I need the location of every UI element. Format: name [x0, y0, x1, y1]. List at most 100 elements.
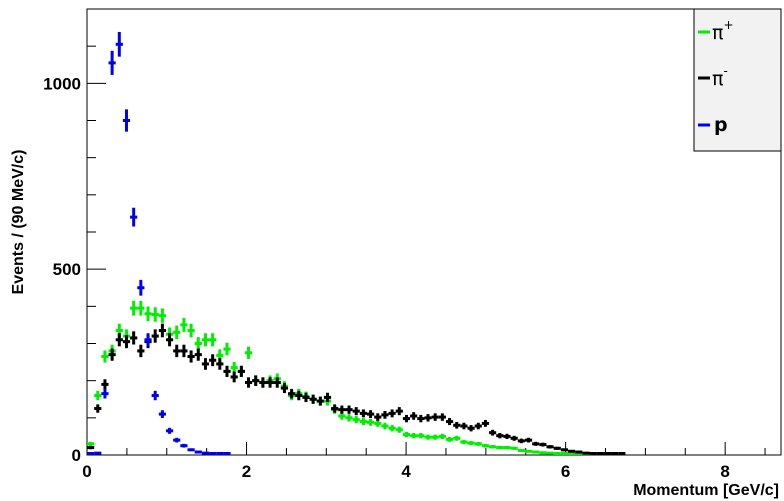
data-point [345, 414, 353, 422]
data-point [230, 371, 238, 383]
data-point [180, 317, 188, 332]
data-point [539, 442, 547, 447]
legend-entry-pi-plus: π+ [698, 18, 734, 44]
data-point [467, 441, 475, 446]
data-point [122, 109, 131, 132]
data-point [244, 346, 253, 359]
data-point [130, 331, 138, 345]
data-point [532, 450, 540, 454]
data-point [532, 441, 540, 446]
data-point [568, 452, 576, 455]
data-point [395, 426, 403, 433]
legend-entry-p: p [698, 114, 728, 136]
data-point [101, 388, 109, 399]
y-tick-label: 500 [53, 260, 81, 279]
series-layer [87, 31, 626, 455]
data-point [201, 333, 210, 347]
data-point [445, 436, 454, 442]
legend-label-pi-minus-base: π [712, 68, 723, 90]
data-point [173, 325, 181, 340]
data-point [438, 413, 446, 421]
data-point [187, 350, 195, 363]
x-tick-label: 8 [720, 462, 729, 481]
data-point [374, 419, 382, 427]
data-point [122, 335, 131, 349]
data-point [352, 407, 360, 416]
data-point [194, 450, 202, 454]
data-point [101, 379, 109, 390]
data-point [596, 452, 604, 455]
data-point [388, 425, 396, 432]
x-tick-label: 0 [82, 462, 91, 481]
data-point [158, 323, 166, 338]
data-point [130, 207, 138, 227]
data-point [553, 446, 561, 450]
data-point [589, 452, 597, 455]
data-point [223, 342, 231, 356]
data-point [474, 441, 482, 446]
data-point [410, 412, 418, 420]
data-point [94, 404, 102, 413]
data-point [496, 432, 504, 439]
data-point [496, 445, 504, 450]
legend-label-pi-plus-sup: + [723, 18, 733, 32]
data-point [108, 50, 116, 75]
data-point [395, 407, 403, 416]
data-point [474, 422, 482, 430]
data-point [316, 396, 324, 406]
data-point [438, 433, 446, 440]
series-p [87, 31, 231, 455]
data-point [201, 451, 210, 455]
data-point [345, 405, 353, 414]
data-point [359, 418, 367, 426]
data-point [618, 452, 626, 455]
data-point [151, 307, 159, 322]
data-point [366, 418, 375, 426]
legend-box [693, 8, 782, 152]
data-point [94, 390, 102, 401]
data-point [173, 344, 181, 358]
data-point [546, 445, 554, 449]
legend-label-p: p [714, 114, 728, 136]
data-point [144, 333, 152, 347]
x-axis-title: Momentum [GeV/c] [633, 482, 779, 499]
data-point [410, 432, 418, 439]
data-point [252, 375, 260, 386]
data-point [603, 452, 612, 455]
data-point [209, 333, 217, 347]
data-point [381, 422, 389, 430]
data-point [503, 445, 511, 450]
data-point [453, 421, 461, 429]
data-point [273, 377, 281, 388]
data-point [524, 437, 533, 443]
data-point [115, 31, 123, 57]
axes: 0 2 4 6 8 0 500 1000 [43, 8, 766, 481]
x-tick-label: 6 [561, 462, 570, 481]
data-point [424, 434, 432, 440]
series-π- [87, 323, 626, 455]
data-point [187, 323, 195, 338]
data-point [460, 439, 468, 445]
x-tick-label: 2 [242, 462, 251, 481]
data-point [402, 431, 411, 438]
data-point [259, 377, 267, 388]
data-point [165, 427, 174, 434]
data-point [517, 449, 525, 453]
legend-label-pi-minus-sup: - [723, 64, 727, 78]
legend-label-pi-plus: π+ [712, 18, 734, 44]
data-point [223, 452, 231, 455]
data-point [180, 344, 188, 358]
data-point [575, 450, 583, 454]
data-point [165, 333, 174, 347]
plot-frame [86, 8, 782, 456]
data-point [481, 419, 490, 427]
data-point [431, 434, 439, 440]
data-point [158, 410, 166, 419]
data-point [151, 329, 159, 343]
data-point [144, 306, 152, 322]
data-point [137, 279, 145, 296]
data-point [216, 452, 224, 455]
y-axis-title: Events / (90 MeV/c) [10, 150, 27, 295]
data-point [180, 443, 188, 448]
